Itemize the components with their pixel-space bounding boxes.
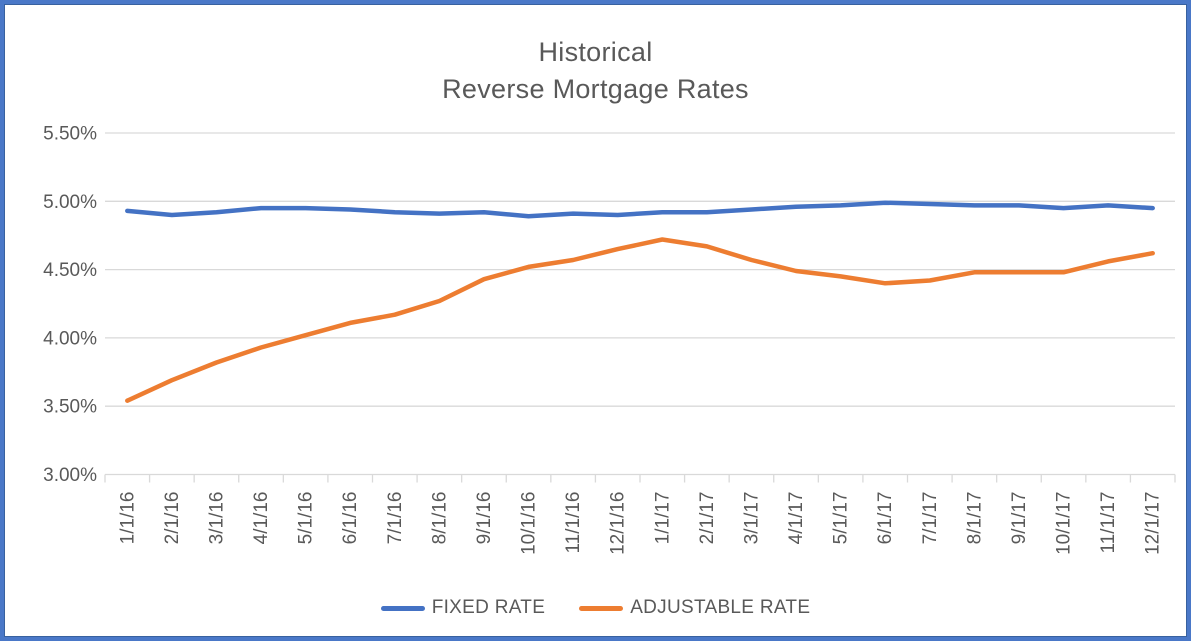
legend: FIXED RATE ADJUSTABLE RATE — [4, 597, 1187, 619]
x-tick-label: 12/1/16 — [608, 492, 629, 555]
chart-title: Historical Reverse Mortgage Rates — [4, 34, 1187, 108]
x-tick-label: 9/1/17 — [1009, 491, 1030, 544]
y-tick-label: 4.00% — [43, 328, 97, 349]
x-tick-label: 4/1/17 — [786, 492, 807, 545]
x-tick-label: 11/1/16 — [563, 492, 584, 554]
series-line-adjustable-rate — [125, 237, 1155, 403]
y-tick-label: 5.00% — [43, 192, 97, 213]
x-tick-label: 3/1/17 — [741, 492, 762, 545]
legend-item-fixed-rate: FIXED RATE — [380, 597, 546, 619]
gridlines — [105, 132, 1175, 476]
y-tick-label: 5.50% — [43, 124, 97, 145]
x-axis-labels: 1/1/16 2/1/16 3/1/16 4/1/16 5/1/16 6/1/16 7/1/… — [117, 491, 1163, 554]
x-tick-label: 12/1/17 — [1143, 492, 1164, 555]
x-tick-label: 6/1/17 — [875, 492, 896, 545]
x-tick-label: 10/1/16 — [519, 492, 540, 555]
x-tick-label: 5/1/17 — [831, 492, 852, 545]
x-tick-label: 7/1/16 — [385, 492, 406, 545]
x-tick-label: 7/1/17 — [920, 492, 941, 545]
plot-area: 3.00% 3.50% 4.00% 4.50% 5.00% 5.50% 1/1/16 2/1/… — [43, 124, 1176, 555]
chart-title-line1: Historical — [538, 37, 653, 67]
y-tick-label: 4.50% — [43, 260, 97, 281]
x-tick-label: 8/1/17 — [964, 492, 985, 545]
x-tick-label: 3/1/16 — [206, 492, 227, 545]
x-tick-label: 4/1/16 — [251, 492, 272, 545]
x-tick-label: 11/1/17 — [1098, 492, 1119, 554]
legend-label-adjustable-rate: ADJUSTABLE RATE — [630, 597, 811, 618]
x-tick-label: 8/1/16 — [429, 492, 450, 545]
x-tick-label: 10/1/17 — [1054, 492, 1075, 555]
x-tick-label: 1/1/16 — [117, 492, 138, 545]
x-tick-label: 2/1/16 — [162, 492, 183, 545]
y-tick-label: 3.50% — [43, 397, 97, 418]
x-axis-ticks — [104, 474, 1176, 483]
x-tick-label: 6/1/16 — [340, 492, 361, 545]
fixed-rate-line-icon — [380, 605, 425, 611]
legend-label-fixed-rate: FIXED RATE — [431, 597, 546, 618]
y-axis-labels: 3.00% 3.50% 4.00% 4.50% 5.00% 5.50% — [43, 124, 97, 487]
adjustable-rate-line-icon — [579, 605, 624, 611]
x-tick-label: 5/1/16 — [296, 492, 317, 545]
x-tick-label: 1/1/17 — [652, 492, 673, 545]
x-tick-label: 9/1/16 — [474, 492, 495, 545]
legend-item-adjustable-rate: ADJUSTABLE RATE — [579, 597, 810, 619]
x-tick-label: 2/1/17 — [697, 492, 718, 545]
series-line-fixed-rate — [125, 200, 1155, 219]
chart-title-line2: Reverse Mortgage Rates — [442, 74, 749, 104]
y-tick-label: 3.00% — [43, 465, 97, 486]
